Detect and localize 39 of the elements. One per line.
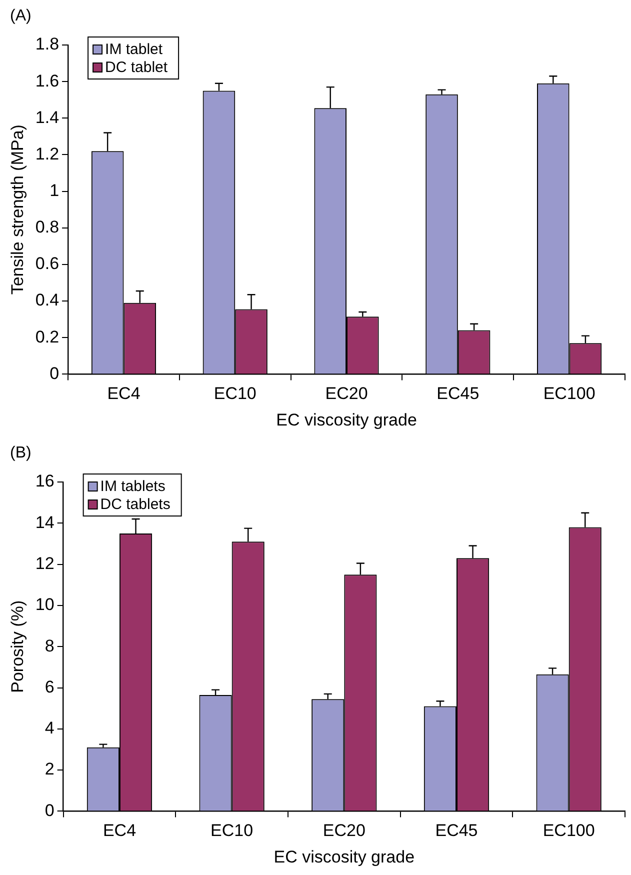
y-tick-label: 1.4 [35,108,60,127]
y-tick-label: 0 [50,364,60,383]
y-tick-label: 12 [35,554,54,573]
y-tick-label: 0 [44,800,54,820]
y-axis-title: Tensile strength (MPa) [8,124,27,295]
chart-title: (B) [10,444,32,462]
x-tick-label: EC20 [322,821,366,840]
x-tick-label: EC10 [210,821,254,840]
x-tick-label: EC4 [102,821,136,840]
y-tick-label: 0.6 [35,254,60,274]
legend-label: DC tablet [105,59,168,76]
legend-label: DC tablets [100,496,170,514]
y-tick-label: 6 [44,677,54,696]
x-tick-label: EC45 [435,821,478,840]
chart-title: (A) [10,7,32,24]
y-tick-label: 14 [35,512,54,532]
x-tick-label: EC10 [214,384,256,404]
legend-label: IM tablet [105,41,164,58]
y-tick-label: 8 [44,636,54,656]
y-tick-label: 1.2 [35,144,60,164]
y-tick-label: 1 [50,181,60,200]
y-tick-label: 0.8 [35,218,60,237]
y-tick-label: 0.4 [35,290,60,310]
y-tick-label: 1.8 [35,34,60,54]
y-tick-label: 4 [44,718,54,738]
x-axis-title: EC viscosity grade [276,410,417,430]
y-tick-label: 2 [44,760,54,779]
y-tick-label: 1.6 [35,71,60,90]
y-tick-label: 16 [35,472,54,491]
y-tick-label: 10 [35,595,54,614]
x-tick-label: EC100 [543,384,596,404]
x-tick-label: EC100 [542,821,595,840]
legend-label: IM tablets [100,478,166,496]
x-tick-label: EC4 [107,384,140,404]
y-tick-label: 0.2 [35,327,60,346]
x-axis-title: EC viscosity grade [274,847,415,866]
x-tick-label: EC20 [325,384,368,404]
y-axis-title: Porosity (%) [8,600,27,693]
x-tick-label: EC45 [436,384,480,404]
